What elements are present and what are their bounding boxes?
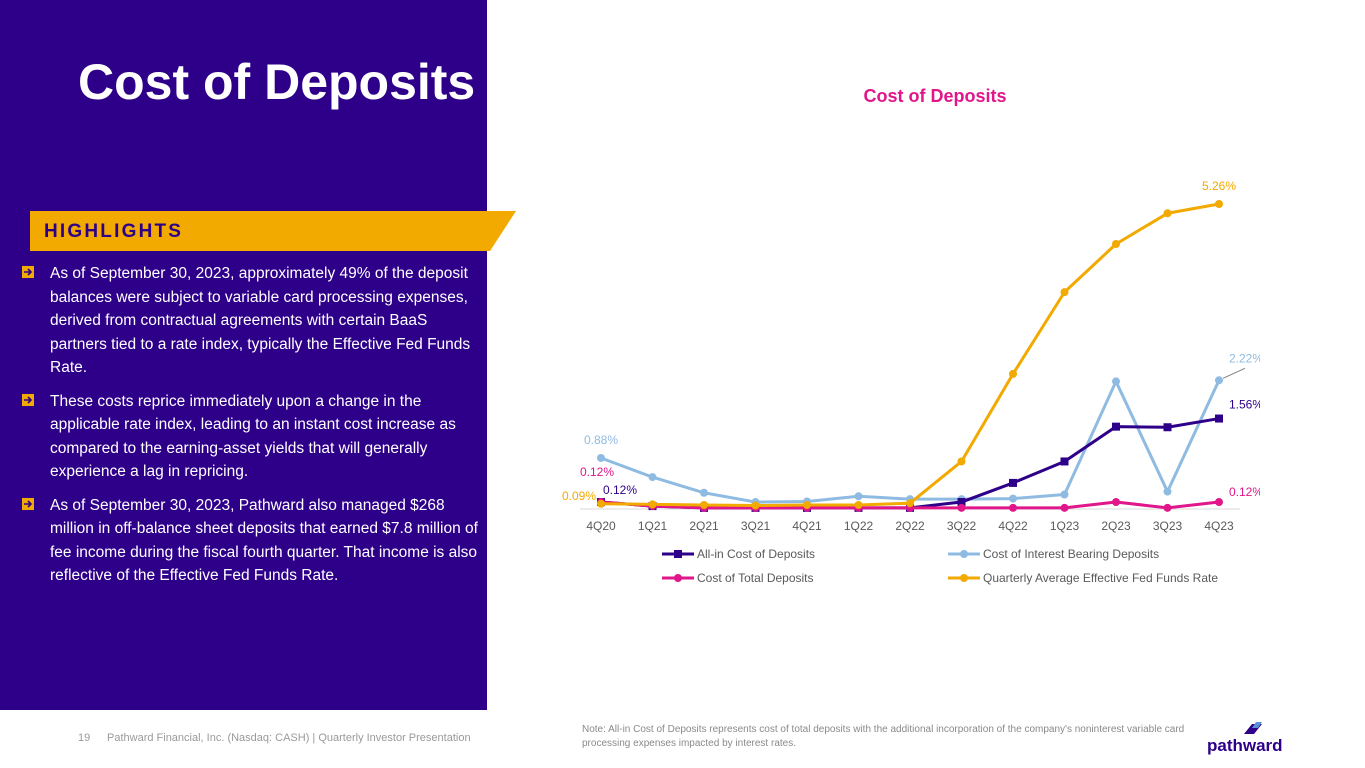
data-point <box>1009 494 1017 503</box>
data-point <box>751 501 760 510</box>
highlights-label: HIGHLIGHTS <box>44 221 184 242</box>
data-point <box>700 500 708 509</box>
data-label: 0.88% <box>584 433 618 447</box>
data-point <box>1060 503 1069 512</box>
data-point <box>1112 498 1120 507</box>
legend-label: Quarterly Average Effective Fed Funds Ra… <box>983 571 1218 585</box>
bullet-item: As of September 30, 2023, approximately … <box>22 262 482 380</box>
logo <box>1206 722 1296 756</box>
footer-note: Note: All-in Cost of Deposits represents… <box>582 724 1185 749</box>
leader-line <box>1222 367 1246 379</box>
legend-swatch-marker <box>674 574 682 582</box>
footer-company: Pathward Financial, Inc. (Nasdaq: CASH) … <box>107 732 471 744</box>
x-tick-label: 1Q21 <box>638 519 668 533</box>
bullet-item: As of September 30, 2023, Pathward also … <box>22 494 482 588</box>
data-point <box>1215 498 1223 507</box>
data-point <box>1112 377 1120 386</box>
x-tick-label: 4Q23 <box>1204 519 1234 533</box>
series-line <box>600 417 1220 510</box>
x-tick-label: 1Q22 <box>844 519 874 533</box>
data-point <box>957 498 966 507</box>
x-tick-label: 4Q21 <box>792 519 822 533</box>
data-point <box>1112 240 1120 249</box>
page-title: Cost of Deposits <box>78 54 476 110</box>
data-label: 2.22% <box>1229 351 1260 365</box>
series-line <box>600 202 1220 508</box>
data-point <box>1060 457 1069 466</box>
data-point <box>597 499 605 508</box>
data-point <box>1112 422 1120 431</box>
data-label: 1.56% <box>1229 398 1260 412</box>
data-point <box>597 453 605 462</box>
data-point <box>1060 288 1069 297</box>
left-panel <box>0 0 487 710</box>
data-label: 0.12% <box>580 465 614 479</box>
data-label: 5.26% <box>1202 179 1236 193</box>
x-tick-label: 1Q23 <box>1050 519 1080 533</box>
bullet-item: These costs reprice immediately upon a c… <box>22 390 482 484</box>
chart-title: Cost of Deposits <box>863 86 1007 106</box>
x-tick-label: 2Q22 <box>895 519 925 533</box>
data-point <box>854 492 863 501</box>
x-tick-label: 2Q23 <box>1101 519 1131 533</box>
data-point <box>1215 414 1223 423</box>
data-point <box>1009 503 1017 512</box>
page-number: 19 <box>78 732 91 744</box>
data-point <box>906 499 914 508</box>
highlights-banner: HIGHLIGHTS <box>30 211 516 251</box>
data-point <box>803 500 811 509</box>
x-tick-label: 3Q23 <box>1153 519 1183 533</box>
legend-label: All-in Cost of Deposits <box>697 547 815 561</box>
arrow-right-icon <box>22 266 34 278</box>
x-tick-label: 3Q21 <box>741 519 771 533</box>
legend-swatch-marker <box>960 550 968 558</box>
legend-label: Cost of Interest Bearing Deposits <box>983 547 1159 561</box>
bullet-text: These costs reprice immediately upon a c… <box>50 392 456 481</box>
data-point <box>1163 209 1172 218</box>
data-label: 0.12% <box>603 483 637 497</box>
x-tick-label: 2Q21 <box>689 519 719 533</box>
data-point <box>1163 487 1172 496</box>
data-label: 0.12% <box>1229 485 1260 499</box>
data-point <box>648 500 657 509</box>
data-point <box>648 473 657 482</box>
arrow-right-icon <box>22 497 34 510</box>
x-tick-label: 3Q22 <box>947 519 977 533</box>
arrow-right-icon <box>22 393 34 406</box>
data-point <box>1009 478 1017 487</box>
data-point <box>1163 423 1172 432</box>
line-chart: 4Q20 1Q21 2Q21 3Q21 4Q21 1Q22 2Q22 3Q22 4Q22 1Q23… <box>562 179 1260 585</box>
data-point <box>1009 369 1017 378</box>
data-point <box>700 488 708 497</box>
data-point <box>854 500 863 509</box>
legend-swatch-marker <box>960 574 968 582</box>
legend-swatch-marker <box>674 550 682 558</box>
data-point <box>1163 503 1172 512</box>
bullet-text: As of September 30, 2023, Pathward also … <box>50 496 478 585</box>
data-point <box>1215 200 1223 208</box>
series-line <box>600 379 1221 504</box>
legend-label: Cost of Total Deposits <box>697 571 814 585</box>
bullet-text: As of September 30, 2023, approximately … <box>50 265 471 376</box>
data-point <box>1060 490 1069 499</box>
data-label: 0.09% <box>562 489 596 503</box>
data-point <box>957 503 966 512</box>
bullet-list: As of September 30, 2023, approximately … <box>22 262 482 598</box>
data-point <box>957 457 966 466</box>
logo-mark-icon <box>1244 722 1262 734</box>
data-point <box>1215 376 1223 385</box>
x-tick-label: 4Q20 <box>586 519 616 533</box>
logo-text: pathward <box>1207 736 1283 755</box>
x-tick-label: 4Q22 <box>998 519 1028 533</box>
